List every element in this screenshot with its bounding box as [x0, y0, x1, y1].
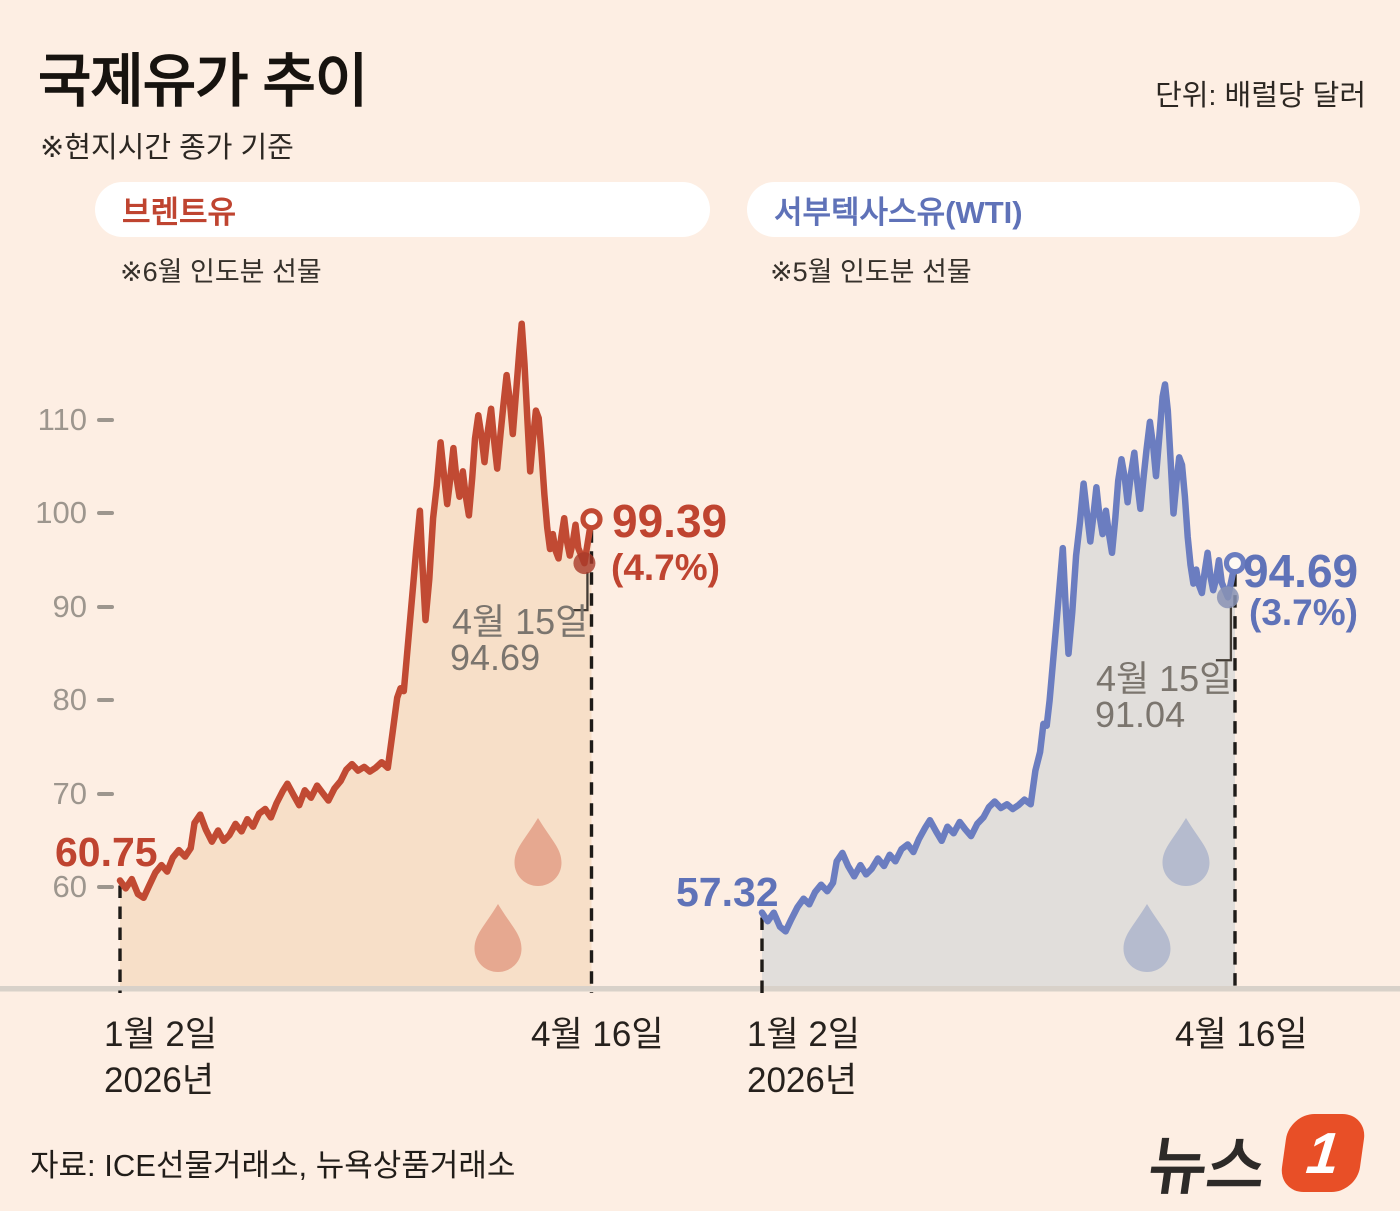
y-tick-60: 60 [30, 869, 114, 905]
brent-pill: 브렌트유 [95, 182, 710, 237]
tick-dash [97, 604, 114, 610]
wti-oil-drop-icon [1123, 904, 1171, 973]
wti-line [758, 381, 1239, 935]
brent-x-start-line2: 2026년 [104, 1061, 215, 1100]
wti-oil-drop-icon [1162, 818, 1210, 887]
brent-callout-value: 94.69 [450, 637, 541, 678]
wti-subnote: ※5월 인도분 선물 [770, 257, 972, 287]
tick-dash [97, 417, 114, 423]
unit-label: 단위: 배럴당 달러 [1155, 80, 1366, 112]
y-tick-80: 80 [30, 682, 114, 718]
wti-x-start-line2: 2026년 [747, 1061, 858, 1100]
brent-end-value: 99.39 [612, 495, 728, 547]
tick-dash [97, 791, 114, 797]
brent-line [116, 320, 595, 902]
tick-dash [97, 884, 114, 890]
brent-end-marker [580, 508, 603, 531]
brent-pill-label: 브렌트유 [122, 195, 237, 230]
page-title: 국제유가 추이 [38, 49, 368, 114]
wti-callout-value: 91.04 [1095, 694, 1186, 735]
wti-end-pct: (3.7%) [1249, 592, 1358, 633]
wti-start-value: 57.32 [676, 869, 779, 915]
tick-dash [97, 697, 114, 703]
x-axis-line [0, 986, 1400, 992]
wti-callout-dot [1216, 586, 1239, 609]
brent-x-start-line1: 1월 2일 [104, 1015, 218, 1054]
y-tick-110: 110 [30, 402, 114, 438]
brent-callout-connector [572, 572, 589, 612]
wti-callout-connector [1215, 606, 1233, 662]
tick-dash [97, 510, 114, 516]
title-note: ※현지시간 종가 기준 [40, 132, 294, 164]
brent-subnote: ※6월 인도분 선물 [120, 257, 322, 287]
brent-end-pct: (4.7%) [611, 547, 720, 588]
wti-pill-label: 서부텍사스유(WTI) [774, 195, 1023, 230]
brent-callout-dot [573, 552, 596, 575]
source-credit: 자료: ICE선물거래소, 뉴욕상품거래소 [30, 1148, 516, 1183]
brent-x-end: 4월 16일 [531, 1015, 664, 1054]
brent-start-value: 60.75 [55, 829, 158, 875]
y-tick-90: 90 [30, 589, 114, 625]
news1-logo-badge-icon: 1 [1278, 1114, 1368, 1192]
brent-callout-date: 4월 15일 [452, 601, 589, 642]
wti-x-start-line1: 1월 2일 [747, 1015, 861, 1054]
wti-pill: 서부텍사스유(WTI) [747, 182, 1360, 237]
news1-logo-text: 뉴스 [1144, 1132, 1271, 1202]
y-tick-70: 70 [30, 776, 114, 812]
wti-callout-date: 4월 15일 [1096, 658, 1233, 699]
wti-end-marker [1223, 552, 1247, 575]
y-tick-100: 100 [30, 495, 114, 531]
wti-x-end: 4월 16일 [1175, 1015, 1308, 1054]
wti-end-value: 94.69 [1243, 545, 1359, 597]
brent-oil-drop-icon [474, 904, 522, 973]
brent-oil-drop-icon [514, 818, 562, 887]
